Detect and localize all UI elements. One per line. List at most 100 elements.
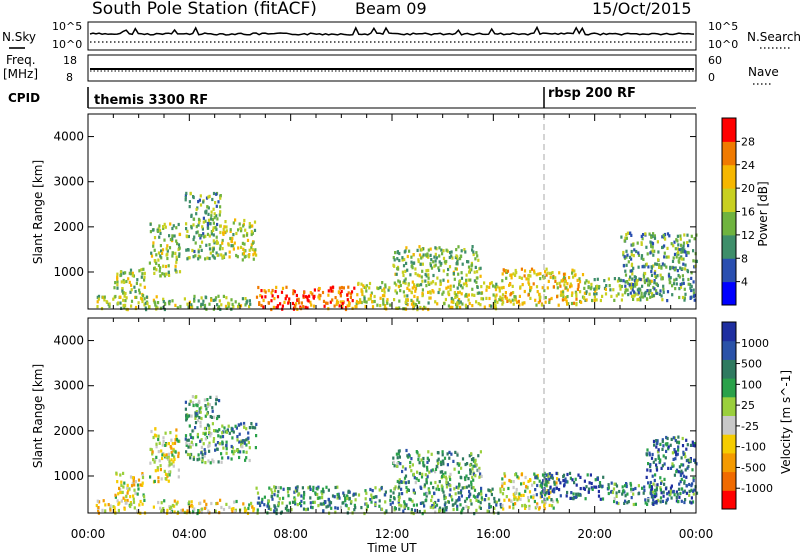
heatmap-cell [237,228,240,232]
heatmap-cell [683,250,686,254]
colorbar-tick-label: 1000 [741,337,769,350]
heatmap-cell [647,481,650,485]
heatmap-cell [220,460,223,464]
heatmap-cell [686,241,689,245]
colorbar-segment [722,434,736,454]
heatmap-cell [667,272,671,276]
heatmap-cell [319,294,322,298]
heatmap-cell [596,284,599,288]
heatmap-cell [690,284,693,288]
heatmap-cell [276,494,279,498]
heatmap-cell [676,269,679,273]
heatmap-cell [421,472,424,476]
heatmap-cell [192,457,195,461]
heatmap-cell [288,487,291,491]
heatmap-cell [228,250,231,254]
heatmap-cell [288,501,291,505]
heatmap-cell [639,298,642,302]
heatmap-cell [213,216,216,220]
heatmap-cell [420,283,423,287]
heatmap-cell [428,296,431,300]
heatmap-cell [442,278,445,282]
heatmap-cell [674,247,677,251]
heatmap-cell [97,294,101,298]
heatmap-cell [228,255,231,259]
date-label: 15/Oct/2015 [592,0,692,18]
heatmap-cell [607,491,610,496]
heatmap-cell [408,288,411,292]
heatmap-cell [416,248,419,252]
heatmap-cell [204,257,207,261]
heatmap-cell [512,291,515,295]
heatmap-cell [104,509,107,513]
heatmap-cell [205,243,208,247]
heatmap-cell [625,263,628,267]
heatmap-cell [570,496,573,500]
heatmap-cell [622,250,625,255]
heatmap-cell [508,298,511,302]
heatmap-cell [416,470,419,474]
heatmap-cell [195,410,198,414]
heatmap-cell [228,505,231,509]
y-tick-label: 4000 [53,130,84,144]
heatmap-cell [235,253,238,258]
heatmap-cell [460,494,463,498]
heatmap-cell [225,306,228,310]
heatmap-cell [555,484,558,488]
heatmap-cell [169,222,172,226]
heatmap-cell [396,306,399,310]
heatmap-cell [593,292,596,296]
heatmap-cell [653,249,656,253]
heatmap-cell [253,228,257,232]
heatmap-cell [273,504,276,508]
heatmap-cell [649,251,652,255]
heatmap-cell [206,221,209,226]
heatmap-cell [520,482,523,486]
heatmap-cell [222,446,225,450]
heatmap-cell [360,506,363,510]
heatmap-cell [442,269,445,273]
heatmap-cell [293,500,296,504]
heatmap-cell [191,429,194,433]
heatmap-cell [184,196,187,200]
heatmap-cell [133,483,136,487]
heatmap-cell [403,505,406,509]
heatmap-cell [255,434,258,438]
heatmap-cell [197,250,200,254]
heatmap-cell [253,251,257,255]
heatmap-cell [475,251,478,255]
heatmap-cell [275,508,278,512]
heatmap-cell [629,481,632,486]
heatmap-cell [440,484,443,488]
heatmap-cell [221,435,225,439]
heatmap-cell [623,255,626,259]
heatmap-cell [665,265,668,269]
heatmap-cell [444,501,447,505]
heatmap-cell [401,256,404,260]
heatmap-cell [441,488,444,492]
heatmap-cell [226,428,229,433]
heatmap-cell [219,230,222,235]
heatmap-cell [458,283,461,287]
heatmap-cell [215,235,218,239]
heatmap-cell [236,448,239,452]
heatmap-cell [391,501,394,505]
heatmap-cell [493,299,497,303]
heatmap-cell [195,231,198,235]
heatmap-cell [398,258,401,263]
heatmap-cell [119,490,122,495]
heatmap-cell [202,299,205,303]
heatmap-cell [162,300,165,304]
heatmap-cell [174,268,177,272]
heatmap-cell [478,475,481,479]
heatmap-cell [141,472,144,476]
heatmap-cell [121,287,124,291]
heatmap-cell [655,275,658,279]
heatmap-cell [188,306,192,310]
heatmap-cell [437,290,440,295]
heatmap-cell [448,493,451,497]
heatmap-cell [411,499,414,503]
heatmap-cell [224,304,228,308]
heatmap-cell [251,426,255,430]
heatmap-cell [659,486,662,490]
